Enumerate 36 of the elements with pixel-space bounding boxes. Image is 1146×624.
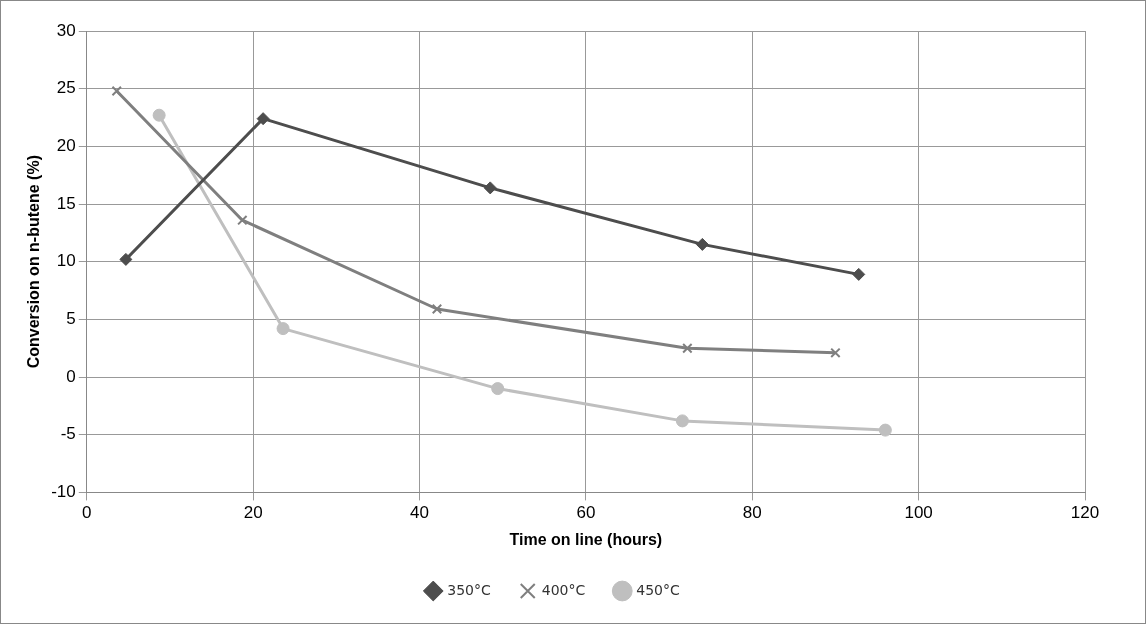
x-tick-label: 40 xyxy=(410,503,429,523)
point xyxy=(276,322,290,336)
point xyxy=(682,342,693,354)
y-tick-label: 25 xyxy=(56,78,76,98)
point xyxy=(852,267,866,281)
y-tick-label: 0 xyxy=(66,366,76,386)
point xyxy=(256,112,270,126)
legend-label: 350°C xyxy=(447,581,491,598)
y-tick-label: 30 xyxy=(56,20,76,40)
x-axis-title: Time on line (hours) xyxy=(509,530,663,548)
point xyxy=(675,414,689,428)
point xyxy=(111,85,122,97)
legend-label: 400°C xyxy=(541,581,586,598)
point xyxy=(695,237,709,251)
y-tick-label: -5 xyxy=(60,424,76,444)
point xyxy=(491,382,505,396)
x-tick-label: 0 xyxy=(82,503,92,523)
legend-label: 450°C xyxy=(636,581,680,598)
x-tick-label: 60 xyxy=(576,503,596,523)
y-axis-title: Conversion on n-butene (%) xyxy=(25,155,43,369)
x-tick-label: 20 xyxy=(243,503,263,523)
y-tick-label: 20 xyxy=(56,136,76,156)
y-tick-label: 5 xyxy=(66,309,76,329)
point xyxy=(119,252,133,266)
y-tick-label: -10 xyxy=(51,482,76,502)
y-tick-label: 15 xyxy=(56,193,76,213)
x-tick-label: 120 xyxy=(1070,503,1100,523)
y-tick-label: 10 xyxy=(56,251,76,271)
point xyxy=(152,108,166,122)
x-tick-label: 80 xyxy=(742,503,762,523)
point xyxy=(878,423,892,437)
x-tick-label: 100 xyxy=(904,503,933,523)
point xyxy=(830,347,841,359)
point xyxy=(237,214,248,226)
point xyxy=(431,303,443,315)
point xyxy=(483,181,497,195)
